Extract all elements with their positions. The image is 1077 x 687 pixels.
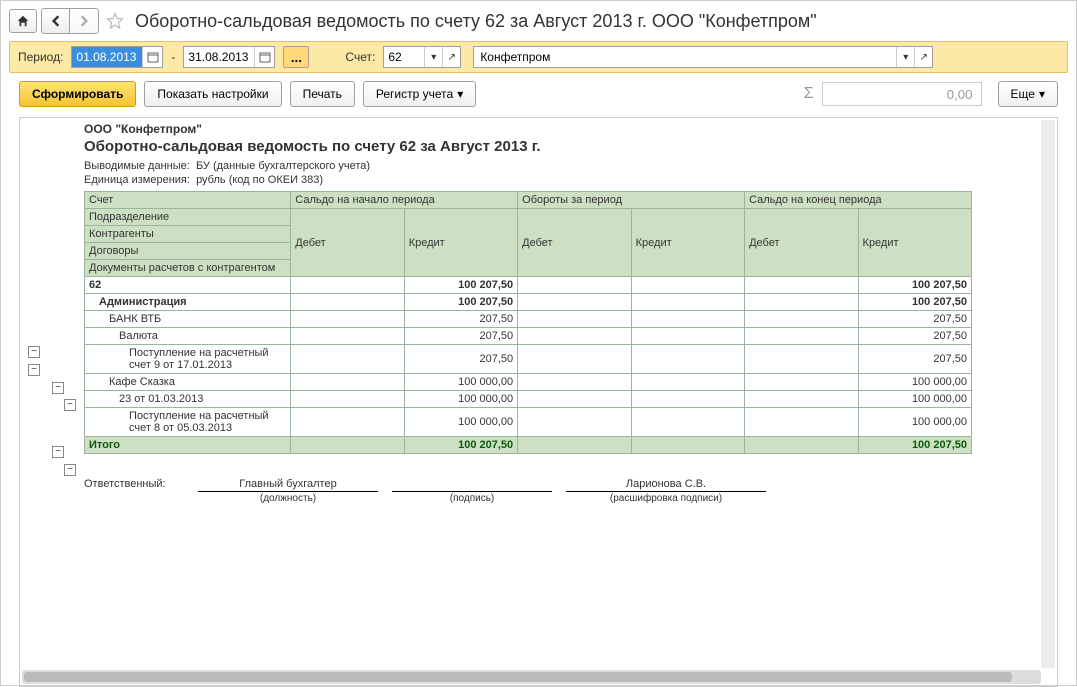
account-field[interactable]: ▾ ↗ <box>383 46 461 68</box>
back-button[interactable] <box>42 9 70 33</box>
organization-field[interactable]: ▾ ↗ <box>473 46 933 68</box>
home-button[interactable] <box>9 9 37 33</box>
date-from-field[interactable] <box>71 46 163 68</box>
tree-collapse-button[interactable]: − <box>64 399 76 411</box>
table-row[interactable]: 62100 207,50100 207,50 <box>85 277 972 294</box>
date-from-input[interactable] <box>72 47 142 67</box>
calendar-icon[interactable] <box>142 47 162 67</box>
open-icon[interactable]: ↗ <box>442 47 460 67</box>
form-button[interactable]: Сформировать <box>19 81 136 107</box>
chevron-down-icon: ▾ <box>457 87 463 101</box>
tree-collapse-button[interactable]: − <box>64 464 76 476</box>
titlebar: Оборотно-сальдовая ведомость по счету 62… <box>1 1 1076 41</box>
table-row[interactable]: Валюта207,50207,50 <box>85 328 972 345</box>
favorite-star-icon[interactable] <box>103 9 127 33</box>
sigma-icon: Σ <box>804 85 814 103</box>
tree-collapse-button[interactable]: − <box>52 382 64 394</box>
tree-collapse-button[interactable]: − <box>28 346 40 358</box>
total-row: Итого 100 207,50 100 207,50 <box>85 437 972 454</box>
print-button[interactable]: Печать <box>290 81 355 107</box>
tree-collapse-button[interactable]: − <box>52 446 64 458</box>
dropdown-icon[interactable]: ▾ <box>896 47 914 67</box>
action-bar: Сформировать Показать настройки Печать Р… <box>1 73 1076 115</box>
sum-field[interactable] <box>822 82 982 106</box>
dropdown-icon[interactable]: ▾ <box>424 47 442 67</box>
report-area: ООО "Конфетпром" Оборотно-сальдовая ведо… <box>19 117 1058 687</box>
page-title: Оборотно-сальдовая ведомость по счету 62… <box>135 11 817 32</box>
date-to-input[interactable] <box>184 47 254 67</box>
table-row[interactable]: БАНК ВТБ207,50207,50 <box>85 311 972 328</box>
table-row[interactable]: Кафе Сказка100 000,00100 000,00 <box>85 374 972 391</box>
show-settings-button[interactable]: Показать настройки <box>144 81 281 107</box>
calendar-icon[interactable] <box>254 47 274 67</box>
account-label: Счет: <box>345 50 375 64</box>
table-row[interactable]: Поступление на расчетный счет 9 от 17.01… <box>85 345 972 374</box>
report-title: Оборотно-сальдовая ведомость по счету 62… <box>84 136 1057 159</box>
report-table: Счет Сальдо на начало периода Обороты за… <box>84 191 972 454</box>
nav-group <box>41 8 99 34</box>
report-org-name: ООО "Конфетпром" <box>84 118 1057 136</box>
signature-block: Ответственный: Главный бухгалтер(должнос… <box>84 478 1057 504</box>
organization-input[interactable] <box>474 50 896 64</box>
table-row[interactable]: 23 от 01.03.2013100 000,00100 000,00 <box>85 391 972 408</box>
parameter-bar: Период: - ... Счет: ▾ ↗ ▾ ↗ <box>9 41 1068 73</box>
tree-collapse-button[interactable]: − <box>28 364 40 376</box>
open-icon[interactable]: ↗ <box>914 47 932 67</box>
chevron-down-icon: ▾ <box>1039 87 1045 101</box>
vertical-scrollbar[interactable] <box>1041 120 1055 668</box>
horizontal-scrollbar[interactable] <box>22 670 1041 684</box>
table-row[interactable]: Поступление на расчетный счет 8 от 05.03… <box>85 408 972 437</box>
more-button[interactable]: Еще▾ <box>998 81 1058 107</box>
period-select-button[interactable]: ... <box>283 46 309 68</box>
date-to-field[interactable] <box>183 46 275 68</box>
period-label: Период: <box>18 50 63 64</box>
account-input[interactable] <box>384 50 424 64</box>
table-row[interactable]: Администрация100 207,50100 207,50 <box>85 294 972 311</box>
register-button[interactable]: Регистр учета▾ <box>363 81 476 107</box>
forward-button[interactable] <box>70 9 98 33</box>
